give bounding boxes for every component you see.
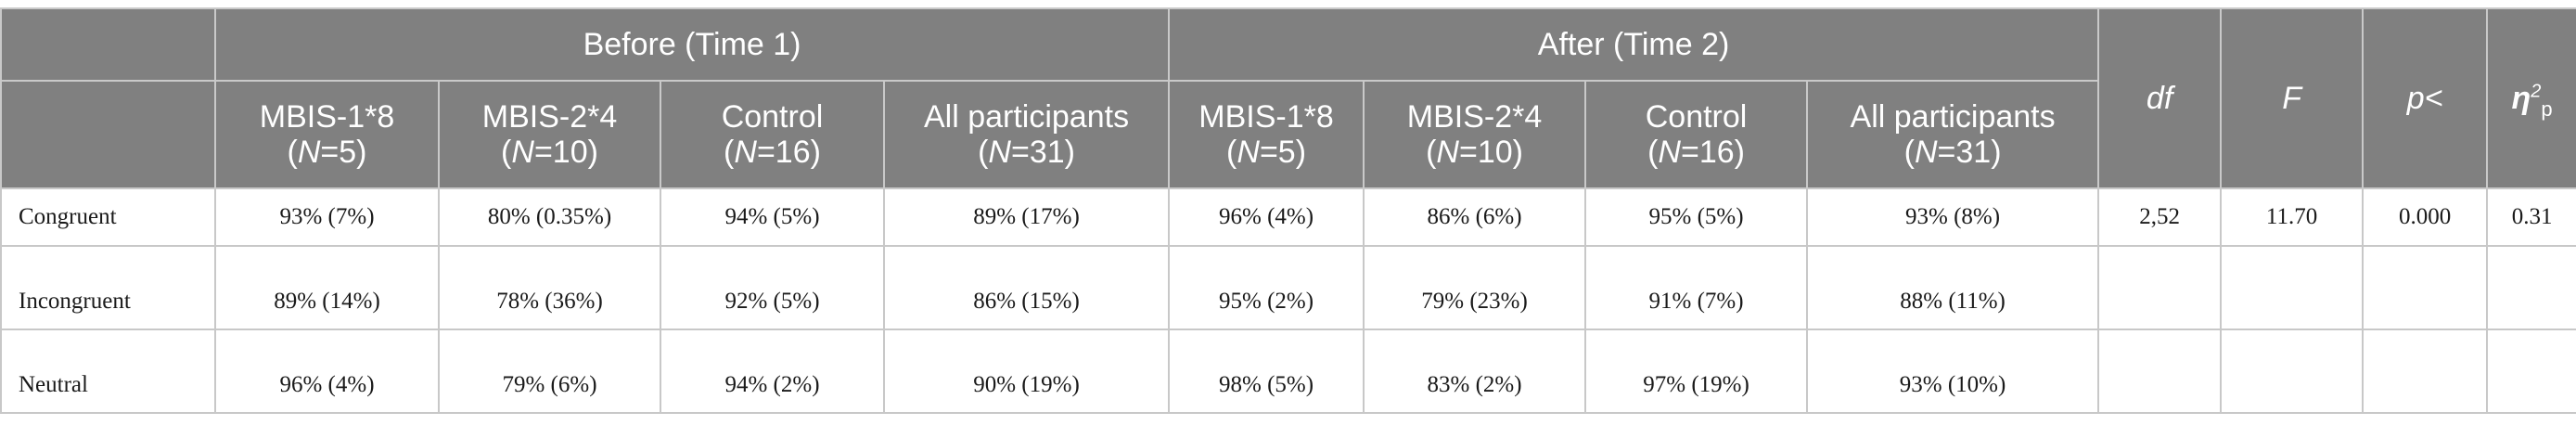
cell-before-all: 86% (15%): [882, 245, 1171, 330]
row-label: Neutral: [0, 328, 216, 414]
cell-after-control: 91% (7%): [1584, 245, 1809, 330]
subheader-after-all: All participants (N=31): [1806, 80, 2100, 189]
cell-eta: 0.31: [2486, 187, 2576, 247]
cell-before-mbis2: 79% (6%): [438, 328, 661, 414]
cell-before-all: 90% (19%): [882, 328, 1171, 414]
subheader-after-control: Control (N=16): [1584, 80, 1809, 189]
cell-before-control: 94% (5%): [660, 187, 885, 247]
cell-before-control: 92% (5%): [660, 245, 885, 330]
cell-after-all: 93% (8%): [1806, 187, 2100, 247]
cell-p: [2362, 328, 2489, 414]
eta-subscript: p: [2541, 97, 2553, 121]
corner-header-cell: [0, 7, 216, 82]
cell-before-mbis1: 96% (4%): [214, 328, 440, 414]
cell-before-mbis2: 78% (36%): [438, 245, 661, 330]
results-table: Before (Time 1) After (Time 2) df F p< η…: [0, 7, 2576, 414]
cell-df: 2,52: [2097, 187, 2223, 247]
header-p: p<: [2362, 7, 2489, 189]
cell-p: [2362, 245, 2489, 330]
cell-after-mbis2: 79% (23%): [1363, 245, 1587, 330]
cell-before-control: 94% (2%): [660, 328, 885, 414]
subheader-before-mbis2: MBIS-2*4 (N=10): [438, 80, 661, 189]
eta-superscript: 2: [2531, 81, 2542, 102]
corner-header-cell-lower: [0, 80, 216, 189]
cell-after-control: 95% (5%): [1584, 187, 1809, 247]
cell-after-control: 97% (19%): [1584, 328, 1809, 414]
cell-after-mbis1: 98% (5%): [1168, 328, 1365, 414]
cell-before-mbis1: 93% (7%): [214, 187, 440, 247]
header-f: F: [2220, 7, 2365, 189]
cell-f: 11.70: [2220, 187, 2365, 247]
cell-after-mbis1: 96% (4%): [1168, 187, 1365, 247]
table-row: Neutral 96% (4%) 79% (6%) 94% (2%) 90% (…: [0, 328, 2576, 414]
row-label: Incongruent: [0, 245, 216, 330]
cell-eta: [2486, 245, 2576, 330]
header-df: df: [2097, 7, 2223, 189]
table-row: Congruent 93% (7%) 80% (0.35%) 94% (5%) …: [0, 187, 2576, 247]
cell-after-all: 93% (10%): [1806, 328, 2100, 414]
cell-after-all: 88% (11%): [1806, 245, 2100, 330]
group-header-after: After (Time 2): [1168, 7, 2100, 82]
table-row: Incongruent 89% (14%) 78% (36%) 92% (5%)…: [0, 245, 2576, 330]
cell-f: [2220, 245, 2365, 330]
cell-df: [2097, 245, 2223, 330]
cell-after-mbis2: 83% (2%): [1363, 328, 1587, 414]
group-header-before: Before (Time 1): [213, 7, 1171, 82]
cell-before-mbis2: 80% (0.35%): [438, 187, 661, 247]
subheader-before-control: Control (N=16): [660, 80, 885, 189]
cell-before-mbis1: 89% (14%): [214, 245, 440, 330]
cell-before-all: 89% (17%): [882, 187, 1171, 247]
cell-after-mbis1: 95% (2%): [1168, 245, 1365, 330]
cell-p: 0.000: [2362, 187, 2489, 247]
eta-symbol: η: [2511, 81, 2531, 116]
header-eta-squared: η2p: [2486, 7, 2576, 189]
cell-df: [2097, 328, 2223, 414]
subheader-after-mbis2: MBIS-2*4 (N=10): [1363, 80, 1587, 189]
cell-eta: [2486, 328, 2576, 414]
row-label: Congruent: [0, 187, 216, 247]
subheader-before-all: All participants (N=31): [882, 80, 1171, 189]
subheader-before-mbis1: MBIS-1*8 (N=5): [214, 80, 440, 189]
cell-f: [2220, 328, 2365, 414]
subheader-after-mbis1: MBIS-1*8 (N=5): [1168, 80, 1365, 189]
cell-after-mbis2: 86% (6%): [1363, 187, 1587, 247]
